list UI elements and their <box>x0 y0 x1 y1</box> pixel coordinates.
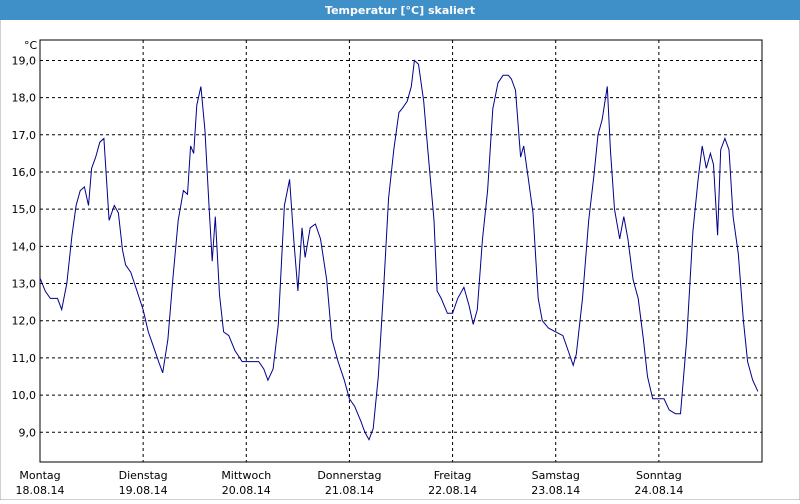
plot-border <box>39 39 763 463</box>
x-tick-date: 22.08.14 <box>428 484 477 497</box>
x-tick-label: Donnerstag <box>317 469 381 482</box>
x-tick-label: Samstag <box>532 469 580 482</box>
x-tick-date: 18.08.14 <box>16 484 65 497</box>
x-tick-date: 24.08.14 <box>634 484 683 497</box>
y-tick-label: 19,0 <box>12 54 37 67</box>
x-tick-label: Freitag <box>434 469 472 482</box>
y-tick-label: 18,0 <box>12 92 37 105</box>
chart-title: Temperatur [°C] skaliert <box>325 4 475 17</box>
y-unit: °C <box>24 39 38 52</box>
y-tick-label: 15,0 <box>12 203 37 216</box>
x-tick-date: 20.08.14 <box>222 484 271 497</box>
y-tick-label: 10,0 <box>12 389 37 402</box>
x-tick-date: 21.08.14 <box>325 484 374 497</box>
x-tick-label: Sonntag <box>636 469 682 482</box>
x-tick-label: Dienstag <box>119 469 168 482</box>
y-tick-label: 12,0 <box>12 315 37 328</box>
y-tick-label: 17,0 <box>12 129 37 142</box>
x-tick-label: Montag <box>19 469 60 482</box>
title-bar <box>0 0 800 20</box>
x-tick-date: 23.08.14 <box>531 484 580 497</box>
y-tick-label: 9,0 <box>19 426 37 439</box>
x-tick-date: 19.08.14 <box>119 484 168 497</box>
x-tick-label: Mittwoch <box>221 469 271 482</box>
y-tick-label: 14,0 <box>12 240 37 253</box>
y-tick-label: 13,0 <box>12 278 37 291</box>
y-tick-label: 11,0 <box>12 352 37 365</box>
y-tick-label: 16,0 <box>12 166 37 179</box>
temperature-line <box>39 59 759 441</box>
